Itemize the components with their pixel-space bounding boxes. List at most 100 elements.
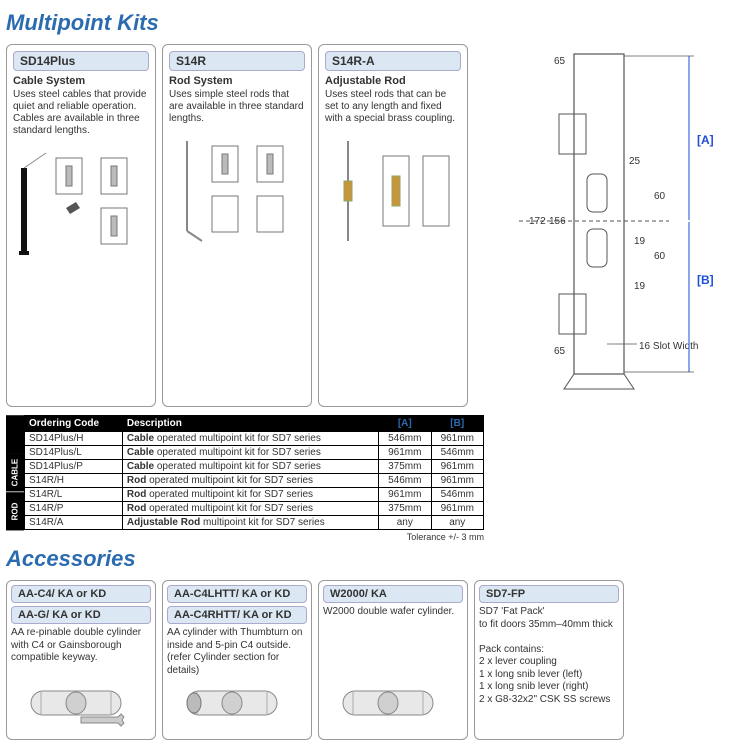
accessories-row: AA-C4/ KA or KDAA-G/ KA or KDAA re-pinab… bbox=[6, 580, 744, 740]
cell-b: 546mm bbox=[431, 488, 484, 502]
side-tab-cable: CABLE bbox=[6, 453, 24, 491]
kit-subtitle: Rod System bbox=[169, 75, 305, 87]
kit-code: S14R bbox=[169, 51, 305, 71]
ordering-side-tabs: CABLE ROD bbox=[6, 415, 24, 530]
tolerance-note: Tolerance +/- 3 mm bbox=[6, 532, 484, 542]
accessory-illustration bbox=[479, 706, 619, 735]
cell-desc: Cable operated multipoint kit for SD7 se… bbox=[122, 446, 378, 460]
cell-b: 961mm bbox=[431, 432, 484, 446]
table-row: SD14Plus/L Cable operated multipoint kit… bbox=[25, 446, 484, 460]
accessory-desc: W2000 double wafer cylinder. bbox=[323, 606, 463, 619]
kit-code: S14R-A bbox=[325, 51, 461, 71]
side-tab-rod: ROD bbox=[6, 492, 24, 530]
cell-code: SD14Plus/H bbox=[25, 432, 123, 446]
table-row: S14R/H Rod operated multipoint kit for S… bbox=[25, 474, 484, 488]
ordering-table: Ordering Code Description [A] [B] SD14Pl… bbox=[24, 415, 484, 530]
kit-card: S14R Rod System Uses simple steel rods t… bbox=[162, 44, 312, 407]
rod-kit-icon bbox=[172, 136, 302, 246]
cell-a: 546mm bbox=[379, 432, 431, 446]
cell-code: SD14Plus/L bbox=[25, 446, 123, 460]
cylinder-thumb-icon bbox=[182, 681, 292, 731]
dim-slot: 16 Slot Width bbox=[639, 341, 698, 352]
dim-25: 25 bbox=[629, 156, 641, 167]
table-row: S14R/A Adjustable Rod multipoint kit for… bbox=[25, 516, 484, 530]
accessory-card: W2000/ KA W2000 double wafer cylinder. bbox=[318, 580, 468, 740]
accessory-code: AA-C4/ KA or KD bbox=[11, 585, 151, 603]
dim-65-top: 65 bbox=[554, 56, 566, 67]
cell-desc: Cable operated multipoint kit for SD7 se… bbox=[122, 460, 378, 474]
dim-65-bot: 65 bbox=[554, 346, 566, 357]
th-b: [B] bbox=[431, 416, 484, 432]
cell-b: any bbox=[431, 516, 484, 530]
cell-b: 961mm bbox=[431, 474, 484, 488]
section-title-accessories: Accessories bbox=[6, 546, 744, 572]
table-row: S14R/P Rod operated multipoint kit for S… bbox=[25, 502, 484, 516]
diagram-column: 65 25 172 156 60 19 60 19 65 16 Slot Wid… bbox=[468, 44, 744, 407]
cell-desc: Cable operated multipoint kit for SD7 se… bbox=[122, 432, 378, 446]
accessory-desc: SD7 'Fat Pack'to fit doors 35mm–40mm thi… bbox=[479, 606, 619, 706]
cable-kit-icon bbox=[16, 148, 146, 258]
accessory-card: AA-C4/ KA or KDAA-G/ KA or KDAA re-pinab… bbox=[6, 580, 156, 740]
cell-code: S14R/L bbox=[25, 488, 123, 502]
cell-code: S14R/H bbox=[25, 474, 123, 488]
cell-a: any bbox=[379, 516, 431, 530]
th-code: Ordering Code bbox=[25, 416, 123, 432]
accessory-card: SD7-FP SD7 'Fat Pack'to fit doors 35mm–40… bbox=[474, 580, 624, 740]
cell-b: 546mm bbox=[431, 446, 484, 460]
cell-desc: Adjustable Rod multipoint kit for SD7 se… bbox=[122, 516, 378, 530]
table-row: SD14Plus/P Cable operated multipoint kit… bbox=[25, 460, 484, 474]
cell-b: 961mm bbox=[431, 460, 484, 474]
accessory-code: AA-C4LHTT/ KA or KD bbox=[167, 585, 307, 603]
kit-desc: Uses steel rods that can be set to any l… bbox=[325, 89, 461, 125]
cell-desc: Rod operated multipoint kit for SD7 seri… bbox=[122, 474, 378, 488]
kit-code: SD14Plus bbox=[13, 51, 149, 71]
kit-card: SD14Plus Cable System Uses steel cables … bbox=[6, 44, 156, 407]
accessory-code: SD7-FP bbox=[479, 585, 619, 603]
dim-19b: 19 bbox=[634, 281, 646, 292]
dim-156: 156 bbox=[549, 216, 566, 227]
kit-card: S14R-A Adjustable Rod Uses steel rods th… bbox=[318, 44, 468, 407]
cell-a: 375mm bbox=[379, 460, 431, 474]
dim-172: 172 bbox=[529, 216, 546, 227]
kit-subtitle: Cable System bbox=[13, 75, 149, 87]
accessory-code: AA-G/ KA or KD bbox=[11, 606, 151, 624]
diagram-label-a: [A] bbox=[697, 133, 714, 147]
dimension-diagram: 65 25 172 156 60 19 60 19 65 16 Slot Wid… bbox=[474, 44, 744, 404]
cylinder-plain-icon bbox=[338, 681, 448, 731]
dim-60b: 60 bbox=[654, 251, 666, 262]
kit-desc: Uses simple steel rods that are availabl… bbox=[169, 89, 305, 125]
cell-code: S14R/P bbox=[25, 502, 123, 516]
section-title-kits: Multipoint Kits bbox=[6, 10, 744, 36]
cell-desc: Rod operated multipoint kit for SD7 seri… bbox=[122, 488, 378, 502]
kits-row: SD14Plus Cable System Uses steel cables … bbox=[6, 44, 468, 407]
adj-rod-kit-icon bbox=[328, 136, 458, 246]
kit-desc: Uses steel cables that provide quiet and… bbox=[13, 89, 149, 137]
th-a: [A] bbox=[379, 416, 431, 432]
accessory-illustration bbox=[167, 677, 307, 735]
cell-desc: Rod operated multipoint kit for SD7 seri… bbox=[122, 502, 378, 516]
cell-a: 961mm bbox=[379, 446, 431, 460]
diagram-label-b: [B] bbox=[697, 273, 714, 287]
cylinder-key-icon bbox=[26, 681, 136, 731]
accessory-desc: AA cylinder with Thumbturn on inside and… bbox=[167, 627, 307, 677]
ordering-table-wrap: CABLE ROD Ordering Code Description [A] … bbox=[6, 415, 744, 530]
table-row: SD14Plus/H Cable operated multipoint kit… bbox=[25, 432, 484, 446]
kit-illustration bbox=[13, 143, 149, 263]
accessory-code: AA-C4RHTT/ KA or KD bbox=[167, 606, 307, 624]
cell-a: 961mm bbox=[379, 488, 431, 502]
kit-subtitle: Adjustable Rod bbox=[325, 75, 461, 87]
cell-b: 961mm bbox=[431, 502, 484, 516]
cell-code: S14R/A bbox=[25, 516, 123, 530]
dim-60a: 60 bbox=[654, 191, 666, 202]
cell-a: 375mm bbox=[379, 502, 431, 516]
accessory-illustration bbox=[11, 665, 151, 736]
accessory-card: AA-C4LHTT/ KA or KD AA-C4RHTT/ KA or KD AA… bbox=[162, 580, 312, 740]
kit-illustration bbox=[169, 131, 305, 251]
dim-19a: 19 bbox=[634, 236, 646, 247]
accessory-code: W2000/ KA bbox=[323, 585, 463, 603]
kit-illustration bbox=[325, 131, 461, 251]
accessory-illustration bbox=[323, 619, 463, 736]
table-row: S14R/L Rod operated multipoint kit for S… bbox=[25, 488, 484, 502]
th-desc: Description bbox=[122, 416, 378, 432]
cell-a: 546mm bbox=[379, 474, 431, 488]
